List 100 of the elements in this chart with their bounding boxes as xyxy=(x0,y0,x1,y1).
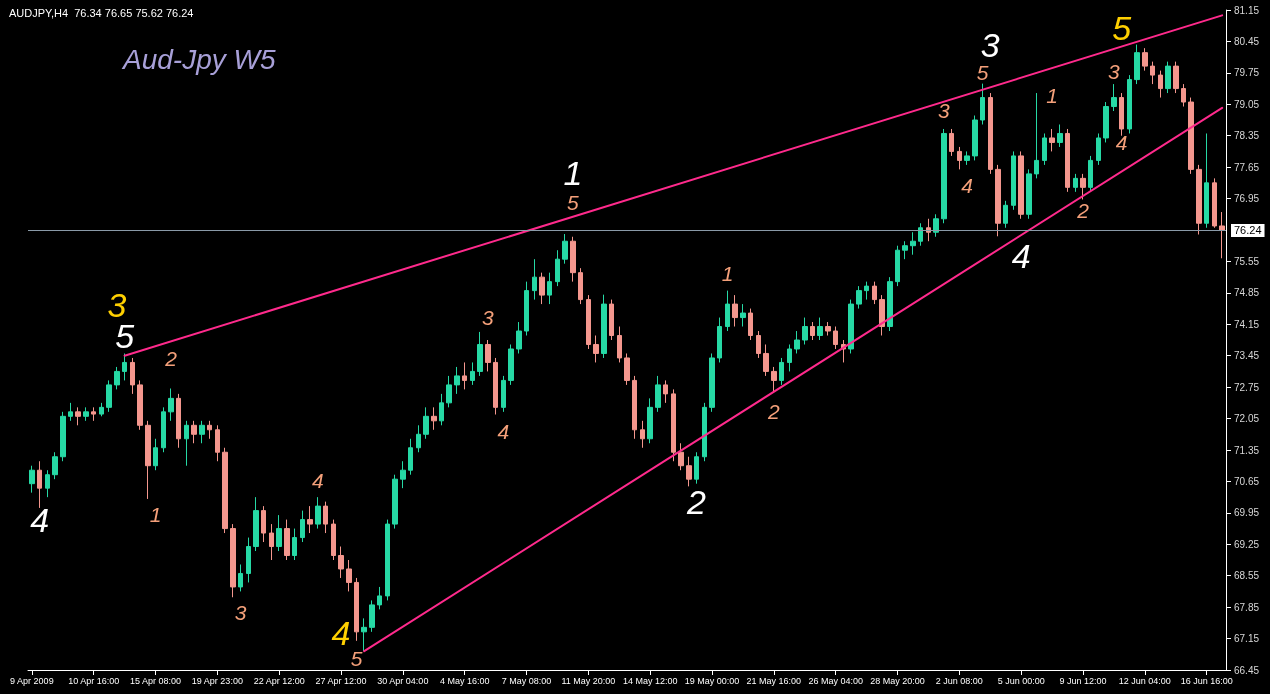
candlestick xyxy=(1165,61,1171,94)
x-tick-label: 21 May 16:00 xyxy=(746,675,802,686)
y-tick-label: 76.95 xyxy=(1234,193,1260,205)
candlestick xyxy=(400,460,406,489)
ref-line-label: 76.24 xyxy=(1234,224,1262,237)
candlestick xyxy=(1119,92,1124,137)
candlestick xyxy=(655,375,661,413)
annotation: 4 xyxy=(331,613,351,652)
candlestick xyxy=(114,366,120,390)
candlestick xyxy=(246,537,251,583)
candlestick xyxy=(671,388,676,462)
annotation: 1 xyxy=(149,503,162,527)
annotation: 3 xyxy=(482,305,495,329)
candlestick xyxy=(1204,132,1209,229)
candlestick xyxy=(29,465,35,494)
x-tick-label: 9 Jun 12:00 xyxy=(1059,675,1107,686)
candlestick xyxy=(725,290,730,332)
candlestick xyxy=(941,128,947,224)
candlestick xyxy=(779,357,784,386)
candlestick xyxy=(524,281,529,337)
candlestick xyxy=(856,285,862,310)
candlestick xyxy=(802,317,808,345)
annotation: 4 xyxy=(311,469,324,493)
candlestick xyxy=(431,406,437,431)
candlestick xyxy=(199,420,205,444)
candlestick xyxy=(137,379,143,431)
candlestick xyxy=(37,460,42,509)
candlestick xyxy=(122,352,127,381)
candlestick xyxy=(307,505,313,534)
annotation: 2 xyxy=(164,346,178,370)
candlestick xyxy=(825,321,831,337)
candlestick xyxy=(462,361,467,390)
candlestick xyxy=(702,402,707,462)
candlestick xyxy=(191,420,197,444)
annotation: 3 xyxy=(1108,60,1121,84)
candlestick xyxy=(68,402,73,422)
x-tick-label: 22 Apr 12:00 xyxy=(253,675,305,686)
candlestick xyxy=(663,379,668,404)
x-tick-label: 15 Apr 08:00 xyxy=(130,675,182,686)
candlestick xyxy=(717,317,722,363)
candlestick xyxy=(176,393,181,449)
y-tick-label: 74.85 xyxy=(1234,287,1260,299)
x-tick-label: 10 Apr 16:00 xyxy=(68,675,120,686)
candlestick xyxy=(678,442,684,471)
candlestick xyxy=(771,366,777,394)
candlestick xyxy=(508,343,514,386)
candlestick xyxy=(624,352,630,386)
candlestick xyxy=(485,339,491,372)
candlestick xyxy=(323,501,328,534)
x-tick-label: 16 Jun 16:00 xyxy=(1180,675,1233,686)
y-tick-label: 73.45 xyxy=(1234,350,1260,362)
candlestick xyxy=(99,402,104,417)
annotation: 2 xyxy=(767,400,781,424)
candlestick xyxy=(361,617,367,652)
x-tick-label: 9 Apr 2009 xyxy=(10,675,54,686)
candlestick xyxy=(957,146,962,170)
candlestick xyxy=(1181,83,1186,108)
candlestick xyxy=(516,321,522,354)
candlestick xyxy=(346,559,352,592)
y-tick-label: 80.45 xyxy=(1234,35,1260,47)
candlestick xyxy=(1196,164,1202,235)
candlestick xyxy=(887,276,893,332)
candlestick xyxy=(1212,177,1217,229)
candlestick xyxy=(1034,92,1039,179)
y-tick-label: 66.45 xyxy=(1234,664,1260,676)
candlestick xyxy=(1150,61,1155,85)
candlestick xyxy=(338,546,344,579)
candlestick xyxy=(732,294,738,328)
candlestick xyxy=(276,514,282,552)
y-tick-label: 79.05 xyxy=(1234,98,1260,110)
x-tick-label: 19 May 00:00 xyxy=(684,675,740,686)
candlestick xyxy=(918,222,923,247)
candlestick xyxy=(60,411,66,462)
candlestick xyxy=(300,510,305,543)
candlestick xyxy=(75,406,81,426)
candlestick xyxy=(284,519,290,561)
annotation: 4 xyxy=(1011,236,1031,275)
candlestick xyxy=(477,331,483,377)
candlestick xyxy=(547,272,552,305)
y-tick-label: 68.55 xyxy=(1234,570,1260,582)
candlestick xyxy=(253,496,259,552)
candlestick xyxy=(207,420,212,440)
candlestick xyxy=(331,519,336,561)
candlestick xyxy=(1049,128,1055,152)
candlestick xyxy=(238,563,243,592)
x-tick-label: 5 Jun 00:00 xyxy=(997,675,1045,686)
candlestick xyxy=(168,387,174,422)
candlestick xyxy=(895,245,900,287)
x-tick-label: 2 Jun 08:00 xyxy=(935,675,983,686)
candlestick xyxy=(694,451,699,485)
candlestick xyxy=(369,599,375,633)
candlestick xyxy=(980,83,985,125)
annotation: 2 xyxy=(1076,198,1090,222)
candlestick xyxy=(106,379,112,413)
annotation: 4 xyxy=(961,174,973,198)
candlestick xyxy=(864,281,869,301)
y-tick-label: 67.85 xyxy=(1234,601,1260,613)
candlestick xyxy=(222,447,228,534)
candlestick xyxy=(261,505,266,543)
candlestick xyxy=(578,267,583,305)
